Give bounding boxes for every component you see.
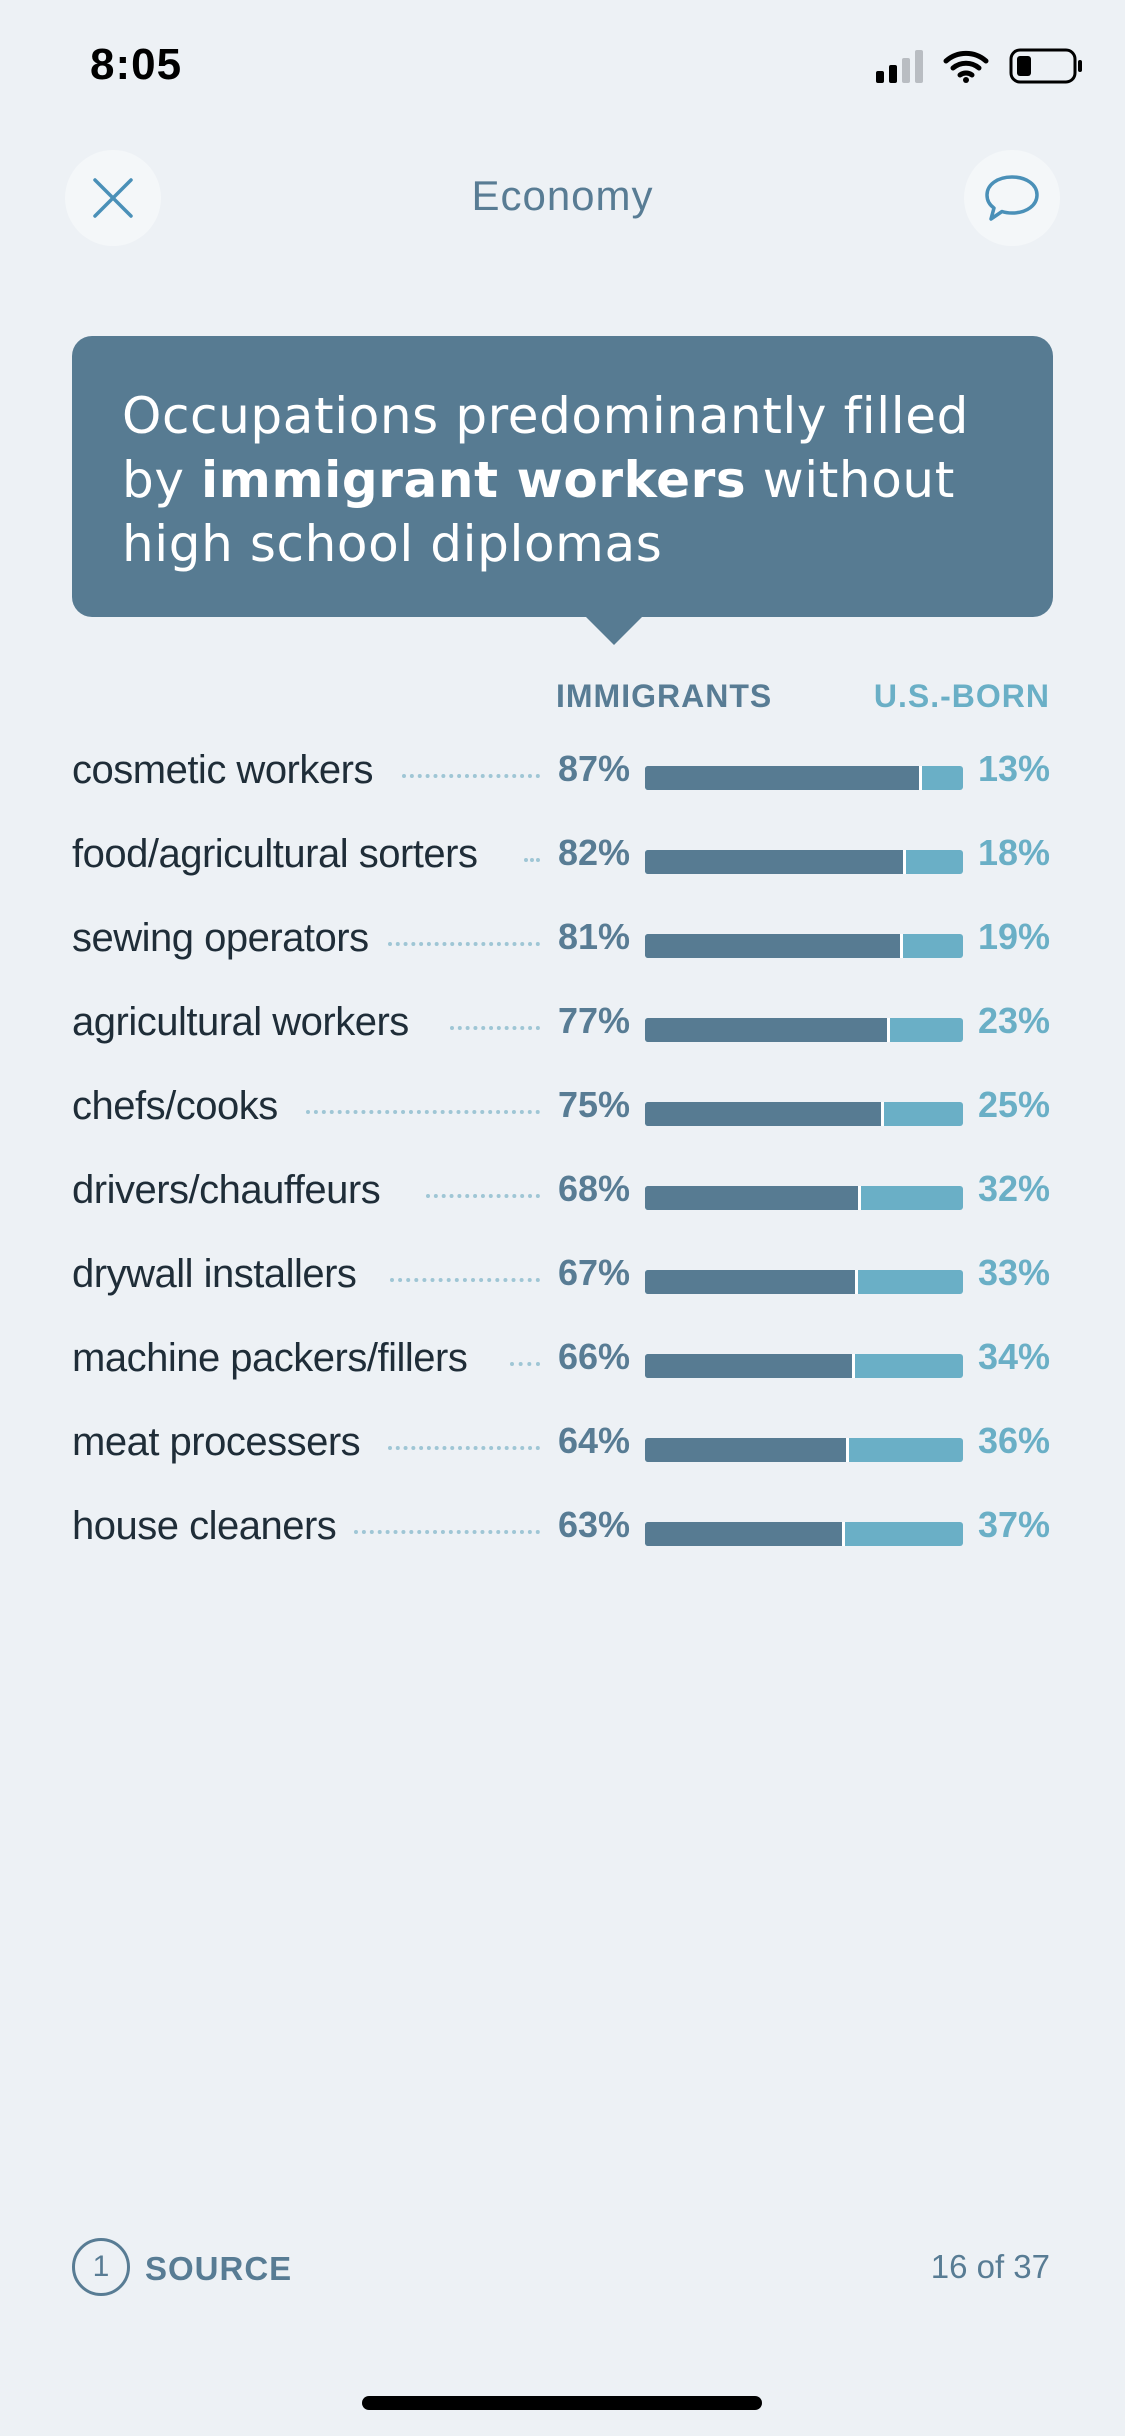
row-leader-dots: [450, 1026, 540, 1030]
immigrants-value: 77%: [557, 1000, 630, 1041]
us-born-value: 25%: [977, 1084, 1050, 1125]
row-label: house cleaners: [72, 1504, 337, 1548]
card-title-part1: Occupations predominantly filled by: [122, 387, 969, 509]
row-label: cosmetic workers: [72, 748, 373, 792]
share-bar: [645, 1270, 963, 1294]
immigrants-header: IMMIGRANTS: [556, 678, 773, 714]
row-leader-dots: [388, 1446, 540, 1450]
immigrants-value: 82%: [557, 832, 630, 873]
page-title: Economy: [471, 172, 654, 219]
card-title: Occupations predominantly filled by immi…: [122, 384, 1003, 576]
immigrants-bar-fill: [645, 1018, 890, 1042]
close-icon: [93, 178, 133, 218]
share-bar: [645, 1354, 963, 1378]
immigrants-bar-fill: [645, 1522, 846, 1546]
immigrants-value: 68%: [557, 1168, 630, 1209]
row-leader-dots: [390, 1278, 540, 1282]
row-leader-dots: [388, 942, 540, 946]
card-title-part2: without high school diplomas: [122, 451, 955, 573]
table-row: food/agricultural sorters 82% 18%: [0, 832, 1125, 916]
row-label: machine packers/fillers: [72, 1336, 468, 1380]
immigrants-value: 81%: [557, 916, 630, 957]
table-row: sewing operators 81% 19%: [0, 916, 1125, 1000]
table-row: house cleaners 63% 37%: [0, 1504, 1125, 1588]
row-leader-dots: [510, 1362, 540, 1366]
us-born-value: 19%: [977, 916, 1050, 957]
card-title-bold: immigrant workers: [201, 451, 747, 509]
close-button[interactable]: [65, 150, 161, 246]
share-bar: [645, 850, 963, 874]
immigrants-bar-fill: [645, 934, 903, 958]
table-row: chefs/cooks 75% 25%: [0, 1084, 1125, 1168]
share-bar: [645, 1102, 963, 1126]
immigrants-value: 87%: [557, 748, 630, 789]
status-icons: [876, 48, 1083, 84]
immigrants-value: 67%: [557, 1252, 630, 1293]
immigrants-bar-fill: [645, 1438, 849, 1462]
share-bar: [645, 766, 963, 790]
table-row: cosmetic workers 87% 13%: [0, 748, 1125, 832]
immigrants-bar-fill: [645, 1270, 859, 1294]
immigrants-value: 64%: [557, 1420, 630, 1461]
wifi-icon: [943, 49, 989, 83]
share-bar: [645, 1186, 963, 1210]
us-born-value: 13%: [977, 748, 1050, 789]
immigrants-value: 66%: [557, 1336, 630, 1377]
immigrants-bar-fill: [645, 1354, 855, 1378]
table-row: machine packers/fillers 66% 34%: [0, 1336, 1125, 1420]
row-label: agricultural workers: [72, 1000, 409, 1044]
battery-icon: [1009, 48, 1083, 84]
row-label: meat processers: [72, 1420, 361, 1464]
table-row: drivers/chauffeurs 68% 32%: [0, 1168, 1125, 1252]
immigrants-value: 63%: [557, 1504, 630, 1545]
source-button[interactable]: SOURCE: [145, 2250, 293, 2287]
row-leader-dots: [426, 1194, 540, 1198]
immigrants-bar-fill: [645, 1186, 862, 1210]
us-born-value: 23%: [977, 1000, 1050, 1041]
immigrants-bar-fill: [645, 850, 906, 874]
us-born-header: U.S.-BORN: [873, 678, 1050, 714]
row-label: chefs/cooks: [72, 1084, 278, 1128]
table-row: drywall installers 67% 33%: [0, 1252, 1125, 1336]
us-born-value: 34%: [977, 1336, 1050, 1377]
row-label: drywall installers: [72, 1252, 357, 1296]
us-born-value: 37%: [977, 1504, 1050, 1545]
page-counter: 16 of 37: [930, 2248, 1050, 2285]
table-row: agricultural workers 77% 23%: [0, 1000, 1125, 1084]
status-time: 8:05: [90, 40, 183, 89]
immigrants-bar-fill: [645, 1102, 884, 1126]
row-label: food/agricultural sorters: [72, 832, 478, 876]
row-label: sewing operators: [72, 916, 369, 960]
card-pointer: [586, 617, 642, 645]
speech-bubble-icon: [985, 175, 1039, 221]
source-count: 1: [92, 2250, 110, 2283]
share-bar: [645, 1438, 963, 1462]
home-indicator[interactable]: [362, 2396, 762, 2410]
source-count-badge[interactable]: 1: [72, 2238, 130, 2296]
us-born-value: 36%: [977, 1420, 1050, 1461]
us-born-value: 33%: [977, 1252, 1050, 1293]
row-leader-dots: [524, 858, 540, 862]
share-bar: [645, 1018, 963, 1042]
us-born-value: 32%: [977, 1168, 1050, 1209]
row-leader-dots: [354, 1530, 540, 1534]
title-card: Occupations predominantly filled by immi…: [72, 336, 1053, 617]
row-leader-dots: [402, 774, 540, 778]
signal-icon: [876, 49, 923, 83]
share-bar: [645, 1522, 963, 1546]
table-row: meat processers 64% 36%: [0, 1420, 1125, 1504]
share-bar: [645, 934, 963, 958]
immigrants-bar-fill: [645, 766, 922, 790]
comment-button[interactable]: [964, 150, 1060, 246]
immigrants-value: 75%: [557, 1084, 630, 1125]
us-born-value: 18%: [977, 832, 1050, 873]
row-label: drivers/chauffeurs: [72, 1168, 381, 1212]
row-leader-dots: [306, 1110, 540, 1114]
